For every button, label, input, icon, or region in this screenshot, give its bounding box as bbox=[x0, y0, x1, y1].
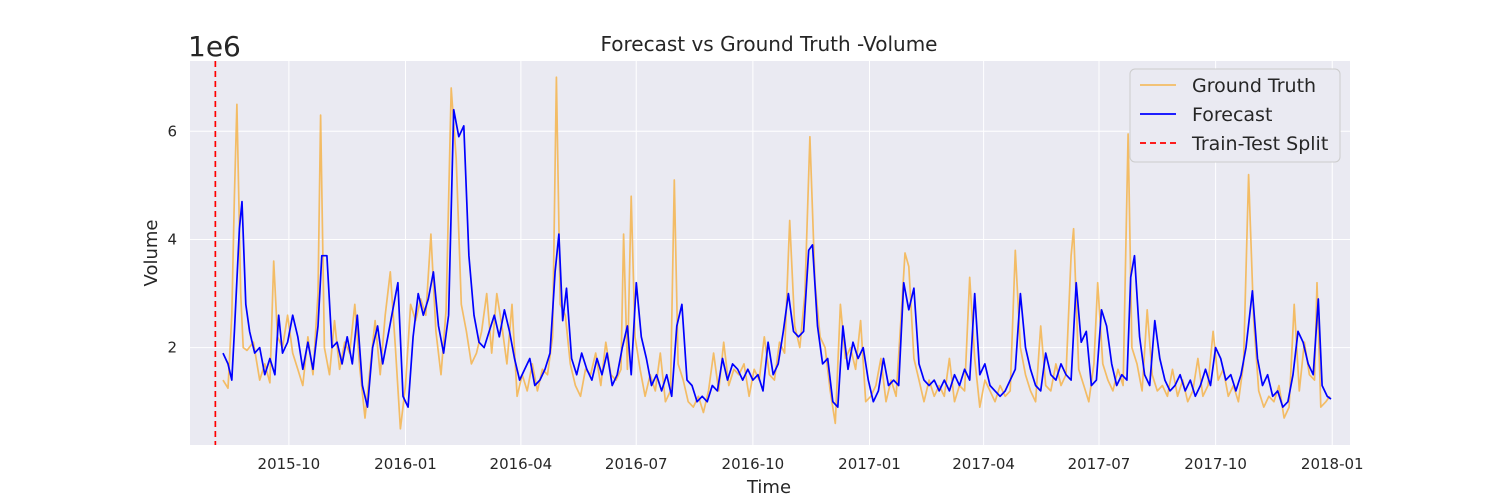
x-tick-labels: 2015-10 2016-01 2016-04 2016-07 2016-10 2017-… bbox=[258, 455, 1364, 473]
legend-box bbox=[1129, 68, 1341, 163]
x-tick-label: 2016-04 bbox=[490, 455, 553, 473]
y-tick-label: 2 bbox=[167, 339, 177, 357]
y-tick-labels: 2 4 6 bbox=[167, 122, 177, 356]
x-tick-label: 2016-07 bbox=[605, 455, 668, 473]
y-axis-label: Volume bbox=[141, 220, 162, 287]
legend: Ground Truth Forecast Train-Test Split bbox=[1129, 68, 1341, 163]
x-tick-label: 2017-01 bbox=[838, 455, 901, 473]
legend-label: Ground Truth bbox=[1192, 75, 1316, 97]
series-layer bbox=[214, 61, 1332, 445]
x-axis-label: Time bbox=[746, 477, 791, 498]
forecast-line bbox=[222, 108, 1332, 408]
y-multiplier-label: 1e6 bbox=[188, 30, 241, 63]
x-tick-label: 2015-10 bbox=[258, 455, 321, 473]
x-tick-label: 2018-01 bbox=[1301, 455, 1364, 473]
legend-label: Forecast bbox=[1192, 104, 1272, 126]
y-tick-label: 6 bbox=[167, 122, 177, 140]
x-tick-label: 2016-10 bbox=[722, 455, 785, 473]
x-tick-label: 2016-01 bbox=[374, 455, 437, 473]
y-tick-label: 4 bbox=[167, 230, 177, 248]
chart-title: Forecast vs Ground Truth -Volume bbox=[600, 32, 937, 56]
legend-label: Train-Test Split bbox=[1191, 133, 1328, 155]
x-tick-label: 2017-10 bbox=[1184, 455, 1247, 473]
x-tick-label: 2017-04 bbox=[952, 455, 1015, 473]
x-tick-label: 2017-07 bbox=[1068, 455, 1131, 473]
